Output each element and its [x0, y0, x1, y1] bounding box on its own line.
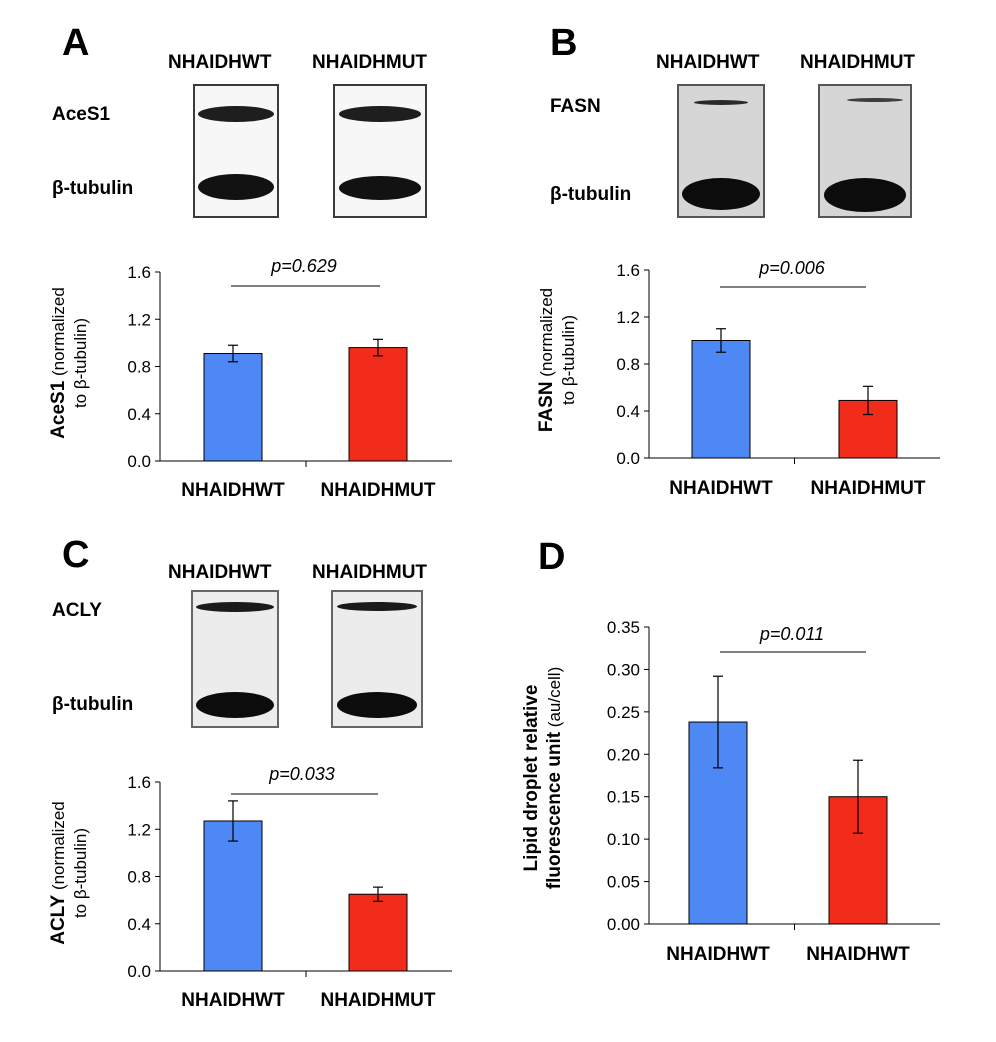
- y-tick-label: 1.2: [127, 310, 151, 329]
- y-tick-label: 1.2: [127, 820, 151, 839]
- y-tick-label: 0.4: [127, 915, 151, 934]
- y-axis-label: to β-tubulin): [71, 828, 90, 918]
- blot-band: [196, 692, 274, 718]
- blot-band: [336, 692, 418, 718]
- y-tick-label: 0.8: [127, 358, 151, 377]
- chart-a: AceS1 (normalized to β-tubulin) p=0.629: [48, 256, 337, 439]
- y-axis-label: to β-tubulin): [559, 315, 578, 405]
- blot-band: [694, 100, 748, 105]
- p-value-label: p=0.033: [268, 764, 335, 784]
- y-axis-label: AceS1 (normalized: [48, 287, 69, 439]
- x-category-label: NHAIDHMUT: [810, 478, 925, 499]
- y-axis-label: ACLY (normalized: [48, 801, 69, 945]
- y-tick-label: 0.30: [607, 660, 640, 679]
- western-blot-wt: [191, 590, 279, 728]
- panel-label-a: A: [62, 22, 90, 64]
- bar: [348, 893, 408, 972]
- blot-band: [336, 602, 418, 611]
- y-tick-label: 0.0: [127, 962, 151, 981]
- y-tick-label: 0.00: [607, 915, 640, 934]
- bar: [203, 820, 263, 972]
- y-tick-label: 0.10: [607, 830, 640, 849]
- chart-c: ACLY (normalized to β-tubulin) p=0.033: [48, 764, 335, 945]
- blot-band: [198, 174, 274, 200]
- lane-label-wt: NHAIDHWT: [656, 52, 760, 73]
- y-tick-label: 1.6: [127, 263, 151, 282]
- blot-band: [682, 178, 760, 210]
- y-tick-label: 0.35: [607, 618, 640, 637]
- bar: [691, 340, 751, 459]
- bar: [838, 399, 898, 459]
- blot-label-acly: ACLY: [52, 600, 102, 621]
- lane-label-wt: NHAIDHWT: [168, 562, 272, 583]
- y-tick-label: 1.6: [616, 261, 640, 280]
- x-category-label: NHAIDHWT: [181, 990, 285, 1011]
- y-tick-label: 0.0: [616, 449, 640, 468]
- chart-d: Lipid droplet relative fluorescence unit…: [521, 624, 824, 889]
- blot-label-tubulin: β-tubulin: [52, 694, 134, 715]
- y-tick-label: 0.8: [127, 868, 151, 887]
- blot-band: [847, 98, 903, 102]
- blot-band: [198, 106, 274, 122]
- y-axis-label: fluorescence unit (au/cell): [544, 667, 565, 890]
- y-tick-label: 0.20: [607, 745, 640, 764]
- y-axis-label: FASN (normalized: [536, 288, 557, 432]
- y-tick-label: 0.8: [616, 355, 640, 374]
- panel-label-b: B: [550, 22, 578, 64]
- y-tick-label: 1.2: [616, 308, 640, 327]
- blot-band: [338, 176, 422, 200]
- y-tick-label: 0.0: [127, 452, 151, 471]
- blot-label-aces1: AceS1: [52, 104, 111, 125]
- blot-label-tubulin: β-tubulin: [52, 178, 134, 199]
- p-value-label: p=0.011: [759, 624, 824, 644]
- bar: [348, 347, 408, 462]
- panel-label-d: D: [538, 536, 566, 578]
- x-category-label: NHAIDHWT: [669, 478, 773, 499]
- y-tick-label: 1.6: [127, 773, 151, 792]
- y-tick-label: 0.05: [607, 873, 640, 892]
- blot-label-tubulin: β-tubulin: [550, 184, 632, 205]
- p-value-label: p=0.629: [270, 256, 337, 276]
- western-blot-wt: [193, 84, 279, 218]
- blot-label-fasn: FASN: [550, 96, 601, 117]
- lane-label-mut: NHAIDHMUT: [312, 562, 428, 583]
- y-axis-label: to β-tubulin): [71, 318, 90, 408]
- x-category-label: NHAIDHWT: [181, 480, 285, 501]
- y-tick-label: 0.4: [616, 402, 640, 421]
- panel-label-c: C: [62, 534, 90, 576]
- lane-label-wt: NHAIDHWT: [168, 52, 272, 73]
- y-tick-label: 0.25: [607, 703, 640, 722]
- x-category-label: NHAIDHMUT: [320, 990, 435, 1011]
- y-tick-label: 0.15: [607, 788, 640, 807]
- lane-label-mut: NHAIDHMUT: [800, 52, 916, 73]
- western-blot-mut: [818, 84, 912, 218]
- y-axis-label: Lipid droplet relative: [521, 685, 542, 872]
- x-category-label: NHAIDHWT: [806, 944, 910, 965]
- x-category-label: NHAIDHMUT: [320, 480, 435, 501]
- blot-band: [196, 602, 274, 612]
- chart-b: FASN (normalized to β-tubulin) p=0.006: [536, 258, 826, 432]
- western-blot-mut: [333, 84, 427, 218]
- x-category-label: NHAIDHWT: [666, 944, 770, 965]
- lane-label-mut: NHAIDHMUT: [312, 52, 428, 73]
- blot-band: [823, 178, 907, 212]
- y-tick-label: 0.4: [127, 405, 151, 424]
- p-value-label: p=0.006: [758, 258, 826, 278]
- western-blot-mut: [331, 590, 423, 728]
- blot-band: [338, 106, 422, 122]
- western-blot-wt: [677, 84, 765, 218]
- bar: [203, 353, 263, 462]
